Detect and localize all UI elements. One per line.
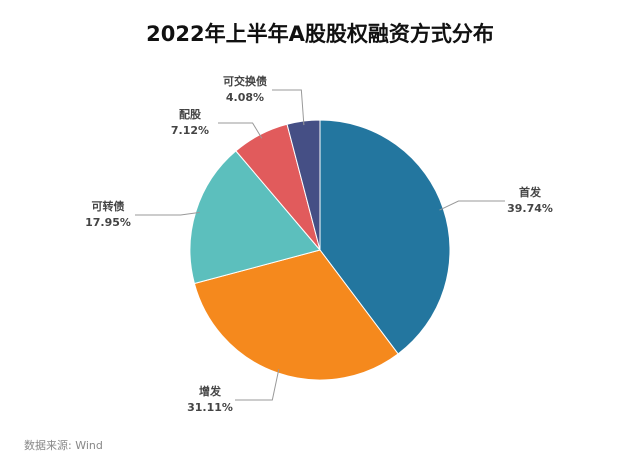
value-label: 4.08% xyxy=(226,91,264,104)
slice-label: 可交换债 xyxy=(223,74,267,88)
slice-label: 配股 xyxy=(179,107,202,121)
slice-label: 增发 xyxy=(199,384,222,398)
pie-slice xyxy=(189,150,321,285)
source: 数据来源: Wind xyxy=(24,438,103,452)
slice-label: 可转债 xyxy=(92,199,125,213)
leader-line xyxy=(439,200,505,211)
value-label: 31.11% xyxy=(187,401,233,414)
leader-line xyxy=(135,211,200,216)
value-label: 7.12% xyxy=(171,124,209,137)
leader-line xyxy=(235,368,280,401)
leader-line xyxy=(272,89,305,126)
slice-label: 首发 xyxy=(519,185,542,199)
value-label: 17.95% xyxy=(85,216,131,229)
value-label: 39.74% xyxy=(507,202,553,215)
chart-title: 2022年上半年A股股权融资方式分布 xyxy=(146,22,494,46)
leader-line xyxy=(218,122,263,139)
